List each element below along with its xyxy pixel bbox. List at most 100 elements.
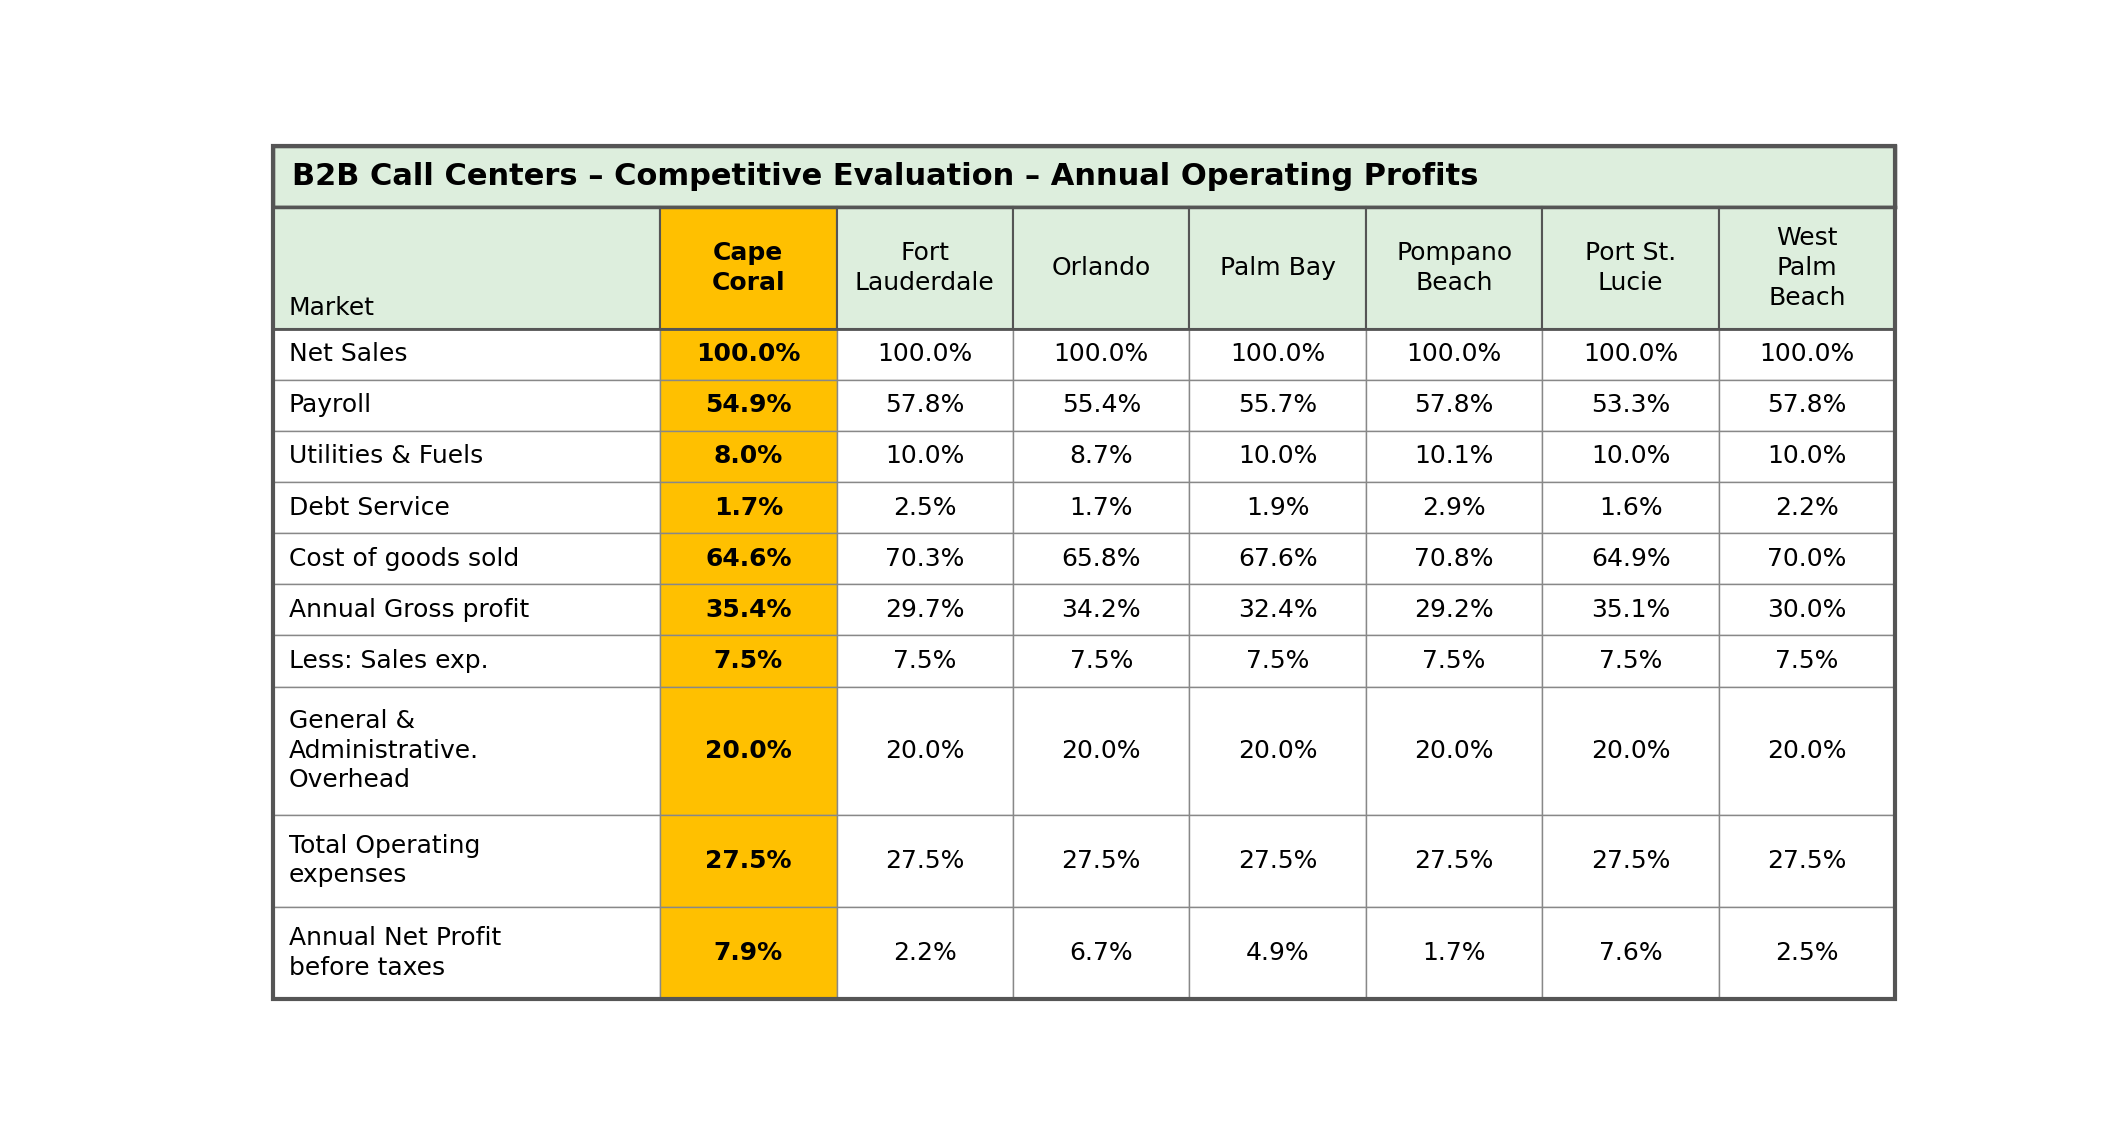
Text: 8.0%: 8.0% bbox=[713, 444, 783, 469]
Bar bbox=[1366, 815, 1542, 906]
Text: Payroll: Payroll bbox=[290, 393, 372, 417]
Bar bbox=[1719, 329, 1895, 380]
Bar bbox=[1189, 584, 1366, 635]
Bar bbox=[660, 635, 838, 687]
Bar bbox=[1013, 329, 1189, 380]
Bar bbox=[660, 483, 838, 533]
Bar bbox=[838, 815, 1013, 906]
Bar bbox=[1189, 431, 1366, 483]
Bar bbox=[1719, 380, 1895, 431]
Bar bbox=[1013, 431, 1189, 483]
Text: 100.0%: 100.0% bbox=[878, 342, 973, 366]
Text: Cape
Coral: Cape Coral bbox=[711, 241, 785, 295]
Bar bbox=[838, 906, 1013, 999]
Text: 20.0%: 20.0% bbox=[1768, 739, 1846, 763]
Text: 7.5%: 7.5% bbox=[713, 649, 783, 673]
Bar bbox=[273, 380, 660, 431]
Bar bbox=[660, 380, 838, 431]
Text: 10.0%: 10.0% bbox=[884, 444, 964, 469]
Text: 7.5%: 7.5% bbox=[1423, 649, 1487, 673]
Bar bbox=[838, 687, 1013, 815]
Text: 1.6%: 1.6% bbox=[1599, 496, 1662, 520]
Bar bbox=[1366, 380, 1542, 431]
Text: Orlando: Orlando bbox=[1051, 257, 1151, 280]
Bar bbox=[1189, 687, 1366, 815]
Text: 100.0%: 100.0% bbox=[1406, 342, 1502, 366]
Bar bbox=[1719, 687, 1895, 815]
Text: 20.0%: 20.0% bbox=[704, 739, 791, 763]
Text: 10.0%: 10.0% bbox=[1237, 444, 1318, 469]
Text: 64.6%: 64.6% bbox=[704, 547, 791, 571]
Bar bbox=[1719, 635, 1895, 687]
Text: 10.1%: 10.1% bbox=[1415, 444, 1493, 469]
Text: 34.2%: 34.2% bbox=[1062, 598, 1142, 622]
Bar bbox=[1189, 483, 1366, 533]
Bar bbox=[1013, 380, 1189, 431]
Text: 1.7%: 1.7% bbox=[713, 496, 783, 520]
Bar bbox=[1719, 431, 1895, 483]
Bar bbox=[838, 208, 1013, 329]
Bar bbox=[1542, 431, 1719, 483]
Bar bbox=[1189, 208, 1366, 329]
Text: 30.0%: 30.0% bbox=[1768, 598, 1846, 622]
Bar bbox=[1719, 208, 1895, 329]
Bar bbox=[1542, 815, 1719, 906]
Bar bbox=[1542, 635, 1719, 687]
Bar bbox=[273, 687, 660, 815]
Text: 65.8%: 65.8% bbox=[1062, 547, 1140, 571]
Text: Debt Service: Debt Service bbox=[290, 496, 450, 520]
Text: 27.5%: 27.5% bbox=[884, 849, 964, 872]
Bar bbox=[273, 483, 660, 533]
Text: Pompano
Beach: Pompano Beach bbox=[1396, 241, 1512, 295]
Text: 57.8%: 57.8% bbox=[884, 393, 964, 417]
Text: Annual Net Profit
before taxes: Annual Net Profit before taxes bbox=[290, 925, 501, 980]
Text: 100.0%: 100.0% bbox=[1582, 342, 1677, 366]
Text: 20.0%: 20.0% bbox=[1415, 739, 1493, 763]
Bar bbox=[1719, 906, 1895, 999]
Bar bbox=[1013, 483, 1189, 533]
Text: 70.0%: 70.0% bbox=[1768, 547, 1846, 571]
Bar bbox=[1542, 584, 1719, 635]
Bar bbox=[838, 584, 1013, 635]
Text: 67.6%: 67.6% bbox=[1237, 547, 1318, 571]
Bar bbox=[1013, 533, 1189, 584]
Text: 64.9%: 64.9% bbox=[1590, 547, 1671, 571]
Bar bbox=[1366, 431, 1542, 483]
Bar bbox=[838, 635, 1013, 687]
Bar bbox=[273, 146, 1895, 208]
Bar bbox=[273, 584, 660, 635]
Text: 4.9%: 4.9% bbox=[1246, 940, 1309, 965]
Bar bbox=[1542, 380, 1719, 431]
Text: Cost of goods sold: Cost of goods sold bbox=[290, 547, 518, 571]
Bar bbox=[838, 431, 1013, 483]
Text: 2.2%: 2.2% bbox=[1774, 496, 1838, 520]
Text: 20.0%: 20.0% bbox=[1062, 739, 1140, 763]
Bar bbox=[1366, 687, 1542, 815]
Bar bbox=[1013, 584, 1189, 635]
Text: Port St.
Lucie: Port St. Lucie bbox=[1584, 241, 1677, 295]
Text: 57.8%: 57.8% bbox=[1415, 393, 1493, 417]
Text: 7.9%: 7.9% bbox=[713, 940, 783, 965]
Bar bbox=[660, 584, 838, 635]
Text: General &
Administrative.
Overhead: General & Administrative. Overhead bbox=[290, 709, 480, 792]
Bar bbox=[1366, 906, 1542, 999]
Text: 70.8%: 70.8% bbox=[1415, 547, 1493, 571]
Text: 29.7%: 29.7% bbox=[884, 598, 964, 622]
Text: 35.1%: 35.1% bbox=[1590, 598, 1671, 622]
Bar bbox=[273, 329, 660, 380]
Text: Utilities & Fuels: Utilities & Fuels bbox=[290, 444, 482, 469]
Bar bbox=[1719, 584, 1895, 635]
Bar bbox=[838, 483, 1013, 533]
Bar bbox=[660, 533, 838, 584]
Text: 27.5%: 27.5% bbox=[1062, 849, 1140, 872]
Bar bbox=[273, 431, 660, 483]
Text: 55.4%: 55.4% bbox=[1062, 393, 1140, 417]
Bar bbox=[660, 329, 838, 380]
Text: 7.5%: 7.5% bbox=[1246, 649, 1309, 673]
Bar bbox=[1542, 208, 1719, 329]
Bar bbox=[1719, 533, 1895, 584]
Bar bbox=[1366, 208, 1542, 329]
Text: 2.9%: 2.9% bbox=[1423, 496, 1487, 520]
Text: 1.7%: 1.7% bbox=[1070, 496, 1134, 520]
Bar bbox=[838, 380, 1013, 431]
